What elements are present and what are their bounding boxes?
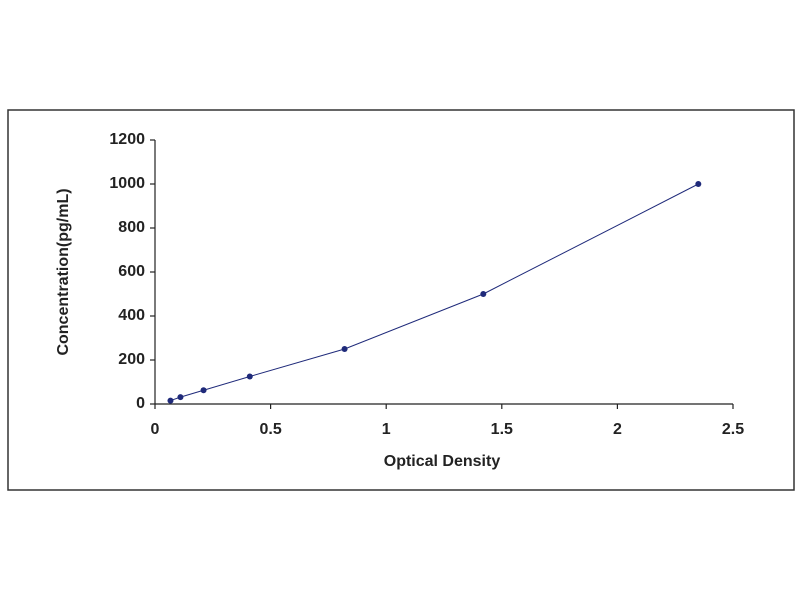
y-tick-label: 400 <box>118 307 145 324</box>
y-tick-label: 1200 <box>109 131 145 148</box>
x-tick-label: 1 <box>382 421 391 438</box>
y-tick-label: 600 <box>118 263 145 280</box>
point <box>695 181 702 187</box>
y-tick-label: 0 <box>136 395 145 412</box>
x-axis-label: Optical Density <box>384 453 501 470</box>
y-tick-label: 200 <box>118 351 145 368</box>
x-tick-label: 2.5 <box>722 421 744 438</box>
x-tick-label: 2 <box>613 421 622 438</box>
y-tick-label: 800 <box>118 219 145 236</box>
point <box>480 291 487 297</box>
point <box>177 394 184 401</box>
point <box>341 346 348 352</box>
point <box>246 373 253 380</box>
y-tick-label: 1000 <box>109 175 145 192</box>
chart-frame <box>7 109 795 491</box>
y-axis-label: Concentration(pg/mL) <box>55 188 72 355</box>
x-tick-label: 0 <box>151 421 160 438</box>
x-tick-label: 1.5 <box>491 421 513 438</box>
point <box>167 397 174 404</box>
x-tick-label: 0.5 <box>259 421 281 438</box>
point <box>200 387 207 394</box>
